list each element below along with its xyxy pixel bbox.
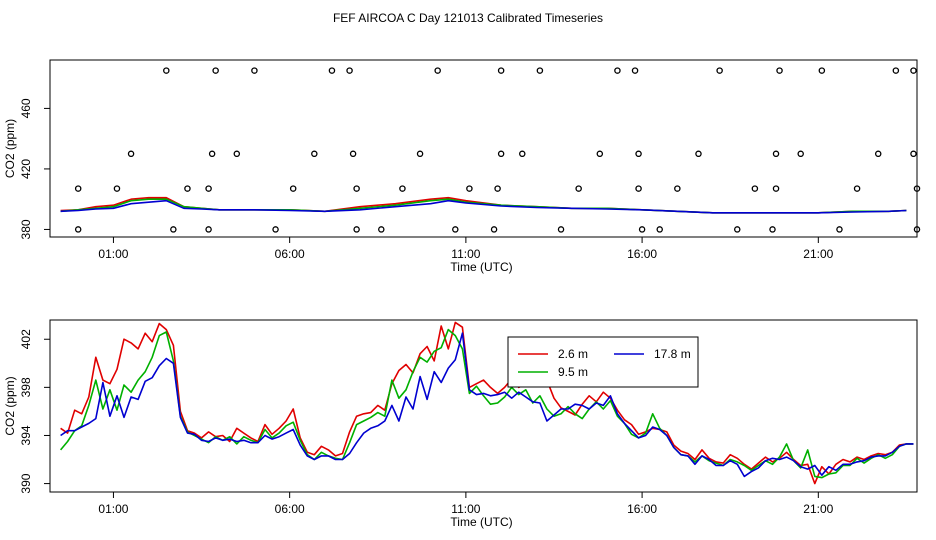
data-point-marker (353, 226, 360, 233)
plot-frame (49, 319, 918, 493)
x-tick-label: 06:00 (275, 502, 305, 516)
data-point-marker (399, 185, 406, 192)
series-line-9-5-m (60, 198, 907, 214)
x-tick-label: 21:00 (803, 502, 833, 516)
data-point-marker (233, 150, 241, 158)
data-point-marker (853, 185, 861, 192)
x-tick-label: 01:00 (98, 502, 128, 516)
data-point-marker (163, 67, 170, 74)
data-point-marker (874, 150, 882, 158)
legend: 2.6 m 17.8 m 9.5 m (507, 336, 699, 388)
data-point-marker (913, 185, 921, 192)
x-tick-label: 11:00 (451, 247, 480, 261)
y-tick-label: 402 (19, 329, 33, 349)
data-point-marker (170, 226, 177, 233)
data-point-marker (772, 150, 780, 158)
plot-frame (49, 59, 918, 238)
y-tick-label: 420 (19, 159, 33, 179)
data-point-marker (74, 226, 82, 233)
data-point-marker (772, 185, 780, 192)
panel-top-scatter: 01:00 06:00 11:00 16:00 21:00 380 420 460 Time (… (3, 59, 921, 274)
data-point-marker (272, 226, 279, 233)
x-tick-label: 11:00 (451, 502, 480, 516)
data-point-marker (892, 67, 900, 74)
data-point-marker (497, 150, 505, 158)
data-point-marker (734, 226, 741, 233)
data-point-marker (205, 226, 212, 233)
y-axis-label: CO2 (ppm) (3, 376, 17, 435)
y-tick-label: 390 (19, 473, 33, 493)
data-point-marker (378, 226, 385, 233)
data-point-marker (638, 226, 646, 233)
data-point-marker (674, 185, 681, 192)
data-point-marker (913, 226, 921, 233)
series-line-17-8-m (60, 199, 907, 214)
data-point-marker (349, 150, 357, 158)
data-point-marker (494, 185, 501, 192)
data-point-marker (519, 150, 526, 158)
x-tick-label: 06:00 (275, 247, 305, 261)
x-tick-label: 01:00 (98, 247, 128, 261)
data-point-marker (328, 67, 336, 74)
data-point-marker (769, 226, 776, 233)
data-point-marker (127, 150, 135, 158)
y-tick-label: 380 (19, 219, 33, 239)
y-tick-label: 398 (19, 377, 33, 397)
data-point-marker (452, 226, 459, 233)
x-axis-label: Time (UTC) (450, 260, 512, 274)
data-point-marker (311, 150, 318, 158)
data-point-marker (346, 67, 353, 74)
data-point-marker (635, 185, 642, 192)
data-point-marker (910, 150, 917, 158)
data-point-marker (716, 67, 723, 74)
data-point-marker (205, 185, 212, 192)
data-point-marker (818, 67, 826, 74)
y-tick-label: 460 (19, 98, 33, 118)
data-point-marker (251, 67, 258, 74)
data-point-marker (695, 150, 702, 158)
data-point-marker (575, 185, 582, 192)
data-point-marker (557, 226, 565, 233)
legend-2-6-m-label: 2.6 m (558, 347, 588, 361)
series-line-9-5-m (59, 328, 914, 479)
x-axis-label: Time (UTC) (450, 515, 512, 529)
data-point-marker (212, 67, 219, 74)
legend-box (507, 336, 699, 388)
legend-9-5-m-label: 9.5 m (558, 365, 588, 379)
y-tick-label: 394 (19, 425, 33, 445)
x-tick-label: 16:00 (627, 247, 657, 261)
data-point-marker (353, 185, 360, 192)
data-point-marker (490, 226, 498, 233)
data-point-marker (74, 185, 82, 192)
data-point-marker (208, 150, 216, 158)
series-line-2-6-m (60, 321, 914, 485)
data-point-marker (497, 67, 505, 74)
data-point-marker (416, 150, 424, 158)
y-axis-label: CO2 (ppm) (3, 119, 17, 178)
data-point-marker (113, 185, 121, 192)
data-point-marker (836, 226, 843, 233)
chart-title: FEF AIRCOA C Day 121013 Calibrated Times… (333, 11, 603, 25)
panel-bottom-lines: 01:00 06:00 11:00 16:00 21:00 390 394 398 402 Tim… (3, 319, 918, 529)
data-point-marker (184, 185, 191, 192)
data-point-marker (910, 67, 917, 74)
data-point-marker (466, 185, 473, 192)
data-point-marker (776, 67, 783, 74)
data-point-marker (289, 185, 297, 192)
series-line-17-8-m (60, 332, 914, 478)
data-point-marker (751, 185, 759, 192)
legend-17-8-m-label: 17.8 m (654, 347, 691, 361)
data-point-marker (631, 67, 639, 74)
data-point-marker (536, 67, 544, 74)
data-point-marker (656, 226, 663, 233)
data-point-marker (596, 150, 604, 158)
data-point-marker (614, 67, 621, 74)
data-point-marker (797, 150, 804, 158)
x-tick-label: 16:00 (627, 502, 657, 516)
x-tick-label: 21:00 (803, 247, 833, 261)
data-point-marker (434, 67, 441, 74)
data-point-marker (635, 150, 642, 158)
